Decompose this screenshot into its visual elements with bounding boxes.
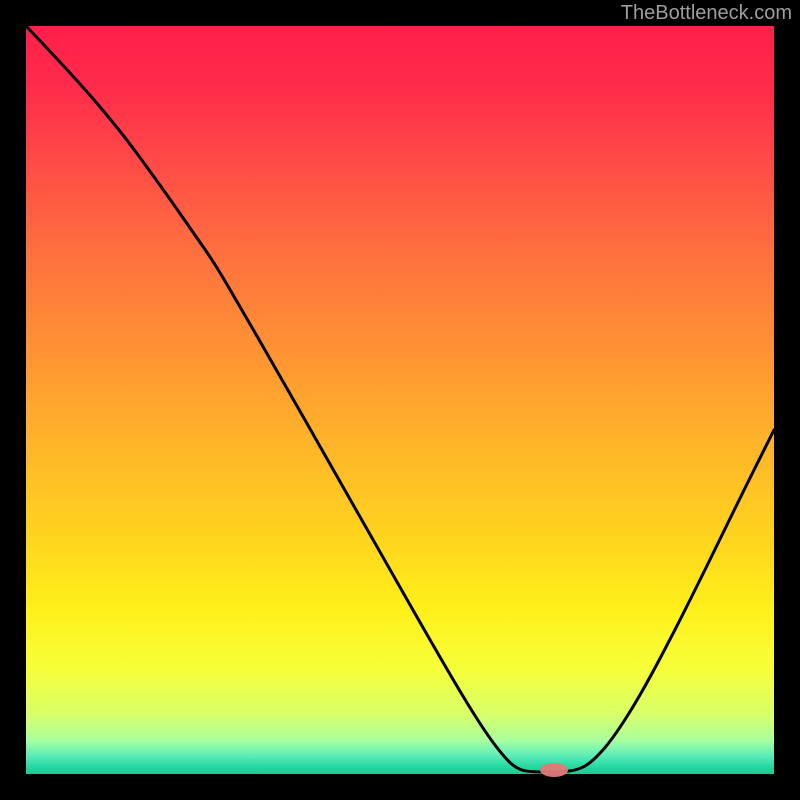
optimal-marker: [540, 763, 568, 777]
plot-background: [26, 26, 774, 774]
watermark-text: TheBottleneck.com: [621, 2, 792, 25]
bottleneck-curve-chart: [0, 0, 800, 800]
chart-container: TheBottleneck.com: [0, 0, 800, 800]
